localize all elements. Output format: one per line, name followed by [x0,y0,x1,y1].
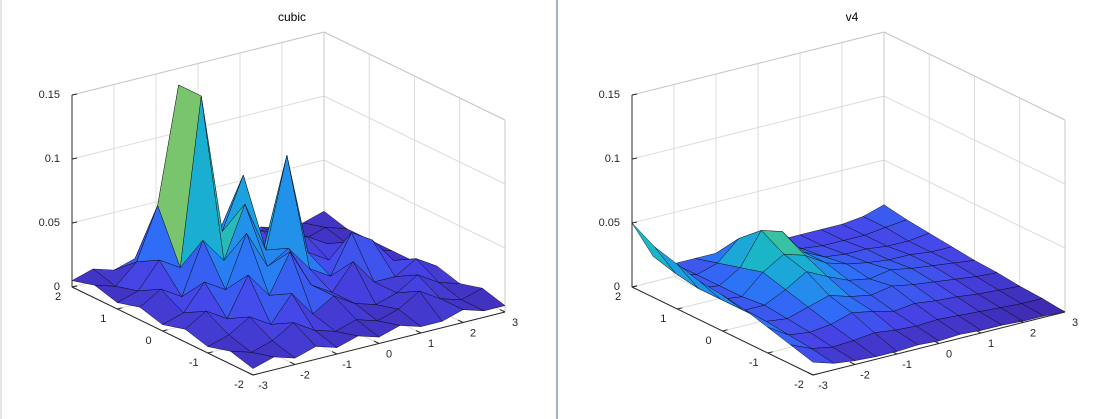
y-tick-label: 0 [705,335,711,347]
x-tick [247,372,254,376]
axes: 0 0.05 0.1 0.15 -2 -1 0 1 2 -3 -2 -1 0 1 2 3 v4 [599,10,1078,392]
x-tick-label: -2 [300,369,310,381]
x-tick [807,372,814,376]
grid-line [631,159,885,224]
y-tick-label: -2 [234,379,244,391]
z-tick-label: 0.15 [39,89,60,101]
y-tick-label: 1 [100,313,106,325]
grid-line [883,95,1066,185]
y-tick-label: -2 [794,379,804,391]
x-tick [1059,309,1066,313]
x-tick [849,361,856,365]
y-tick [162,329,168,332]
x-tick-label: 0 [946,348,952,360]
x-tick-label: -1 [342,359,352,371]
x-tick [373,340,380,344]
z-tick-label: 0 [54,281,60,293]
y-tick-label: 2 [615,291,621,303]
x-tick-label: 3 [512,317,518,329]
z-tick [631,157,638,160]
x-tick-label: 1 [988,338,994,350]
x-tick-label: 2 [470,327,476,339]
y-tick-label: 1 [660,313,666,325]
y-tick [677,307,683,310]
x-tick-label: 0 [386,348,392,360]
left-edge [0,0,2,419]
x-tick-label: -1 [902,359,912,371]
x-tick-label: -2 [860,369,870,381]
x-tick [457,319,464,323]
z-tick [71,221,78,224]
grid-line [323,159,506,249]
z-tick-label: 0.1 [45,153,60,165]
x-tick [975,330,982,334]
grid-line [883,159,1066,249]
z-tick [71,93,78,96]
x-tick [933,340,940,344]
y-tick [812,373,819,376]
y-tick-label: -1 [189,357,199,369]
box-edge [883,31,1066,121]
x-tick-label: 1 [428,338,434,350]
axes: 0 0.05 0.1 0.15 -2 -1 0 1 2 -3 -2 -1 0 1 2 3 cubic [39,10,518,392]
y-tick [207,351,213,354]
box-edge [71,31,325,96]
grid-line [631,95,885,160]
y-tick [767,351,773,354]
grid-line [323,95,506,185]
y-tick [252,373,259,376]
z-tick [71,157,78,160]
x-tick [891,351,898,355]
z-tick [631,93,638,96]
x-tick-label: -3 [818,380,828,392]
y-tick-label: -1 [749,357,759,369]
x-tick-label: -3 [258,380,268,392]
y-tick [71,285,78,288]
y-tick [631,285,638,288]
surface-patch [229,350,275,369]
z-tick-label: 0.15 [599,89,620,101]
x-tick [1017,319,1024,323]
x-tick-label: 2 [1030,327,1036,339]
z-tick-label: 0.05 [39,217,60,229]
z-tick-label: 0 [614,281,620,293]
box-edge [323,31,506,121]
x-tick [289,361,296,365]
z-tick-label: 0.1 [605,153,620,165]
panel-divider [556,0,558,419]
chart-title: v4 [846,10,859,24]
x-tick-label: 3 [1072,317,1078,329]
box-edge [631,31,885,96]
z-tick-label: 0.05 [599,217,620,229]
x-tick [499,309,506,313]
x-tick [415,330,422,334]
z-tick [631,221,638,224]
y-tick [117,307,123,310]
y-tick-label: 0 [145,335,151,347]
surface-patch [790,344,835,364]
y-tick [722,329,728,332]
chart-title: cubic [278,10,306,24]
y-tick-label: 2 [55,291,61,303]
x-tick [331,351,338,355]
